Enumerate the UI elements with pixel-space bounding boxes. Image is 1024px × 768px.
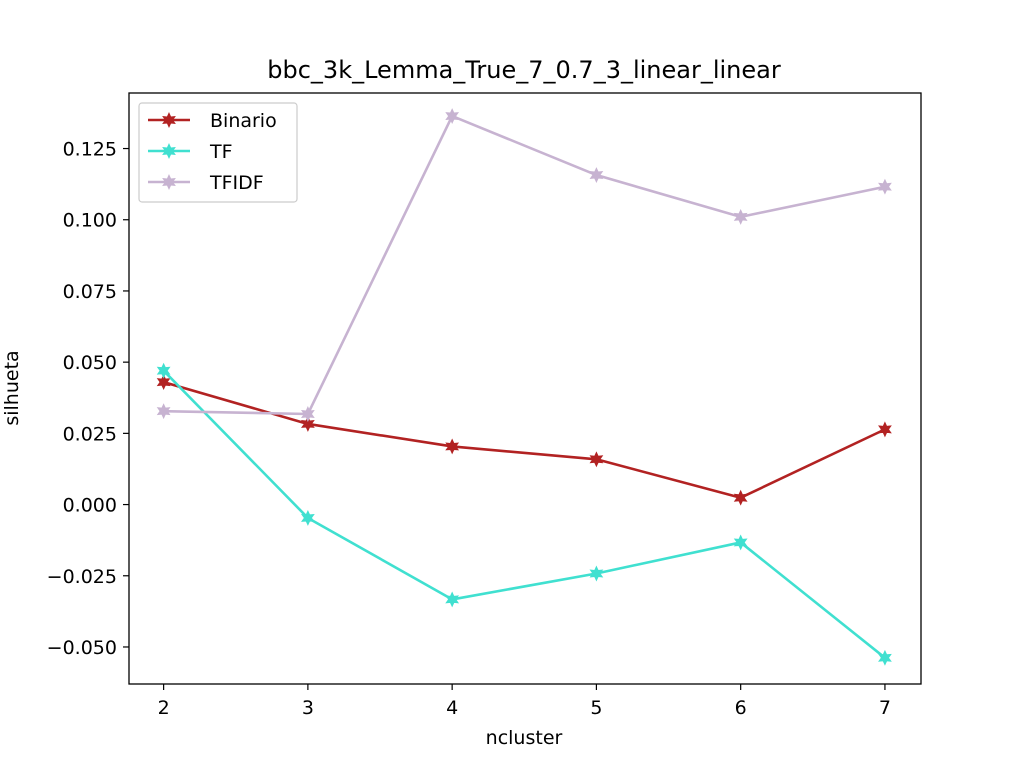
y-tick-label: −0.050 [47,637,117,659]
legend: Binario TF TFIDF [138,102,298,203]
y-tick-label: 0.000 [63,495,117,517]
data-point-tfidf [589,167,604,183]
data-point-binario [733,489,748,506]
x-tick-label: 3 [302,697,314,719]
data-point-tf [878,649,892,666]
legend-marker-tf [162,143,176,159]
y-axis-label: silhueta [1,350,23,425]
data-point-tfidf [156,403,171,420]
y-tick-label: 0.100 [63,210,117,232]
series-tfidf [156,108,892,422]
x-tick-label: 5 [590,697,602,719]
y-tick-label: 0.125 [63,139,117,161]
x-tick-label: 2 [158,697,170,719]
data-point-binario [445,438,460,455]
y-tick-label: −0.025 [47,566,117,588]
legend-box [138,102,298,203]
legend-label-binario: Binario [210,110,277,132]
y-axis-ticks: −0.050 −0.025 0.000 0.025 0.050 0.075 0.100 0.1… [47,139,129,659]
data-point-tfidf [445,108,460,125]
series-binario [156,374,892,506]
data-point-binario [300,416,315,432]
series-line-tf [162,369,886,659]
data-point-binario [589,451,604,468]
y-tick-label: 0.025 [63,423,117,445]
data-point-tfidf [878,178,892,195]
series-line-tfidf [163,114,886,416]
x-tick-label: 7 [879,697,891,719]
data-point-binario [878,421,892,438]
legend-label-tfidf: TFIDF [209,172,264,194]
y-tick-label: 0.075 [63,281,117,303]
chart-title: bbc_3k_Lemma_True_7_0.7_3_linear_linear [267,56,781,84]
x-axis-ticks: 2 3 4 5 6 7 [158,684,891,719]
data-point-tfidf [300,406,315,422]
series-layer [156,108,892,666]
data-point-tf [589,565,604,582]
data-point-tf [300,509,315,526]
y-tick-label: 0.050 [63,352,117,374]
legend-label-tf: TF [209,141,233,163]
series-tf [156,362,892,666]
x-tick-label: 4 [446,697,458,719]
x-axis-label: ncluster [486,727,563,749]
data-point-tf [733,534,748,551]
data-point-tf [445,591,460,608]
series-line-binario [163,380,886,500]
data-point-tf [156,362,171,379]
legend-marker-tfidf [162,174,176,190]
data-point-tfidf [733,208,748,225]
x-tick-label: 6 [735,697,747,719]
legend-marker-binario [162,112,176,128]
